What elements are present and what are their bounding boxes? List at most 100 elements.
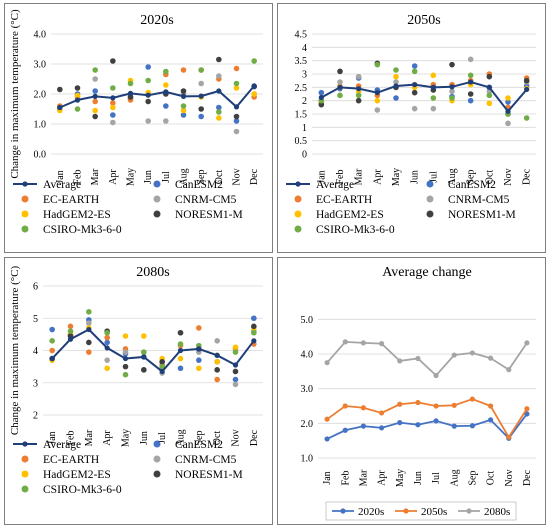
- x-tick-label: Jul: [157, 432, 168, 444]
- x-tick-label: Sep: [467, 471, 478, 486]
- x-tick-label: Mar: [354, 168, 365, 185]
- data-point-average: [49, 355, 55, 362]
- data-point-canesm2: [198, 113, 204, 120]
- data-point-canesm2: [180, 112, 187, 118]
- y-tick-label: 0: [302, 150, 307, 161]
- legend-marker-average: [22, 181, 28, 187]
- data-point-ec-earth: [92, 98, 98, 105]
- data-point-average: [337, 84, 343, 90]
- x-tick-label: Feb: [335, 170, 346, 185]
- legend-label: 2050s: [421, 506, 447, 518]
- data-point-csiro-mk3-6-0: [159, 363, 165, 370]
- legend-label: Average: [43, 179, 81, 191]
- legend-marker-2080s: [466, 508, 472, 514]
- legend-marker-canesm2: [153, 440, 161, 448]
- data-point-csiro-mk3-6-0: [232, 349, 239, 355]
- data-point-csiro-mk3-6-0: [104, 329, 110, 336]
- data-point-canesm2: [233, 118, 240, 124]
- legend-marker-noresm1-m: [426, 210, 434, 218]
- data-point-noresm1-m: [180, 88, 187, 94]
- data-point-cnrm-cm5: [163, 118, 169, 124]
- data-point-average: [57, 104, 63, 111]
- legend-label: CanESM2: [175, 439, 223, 451]
- data-point-hadgem2-es: [141, 333, 147, 339]
- data-point-noresm1-m: [110, 58, 116, 64]
- legend-label: NORESM1-M: [175, 209, 243, 221]
- data-point-average: [180, 93, 187, 99]
- legend-label: CSIRO-Mk3-6-0: [43, 484, 122, 496]
- data-point-csiro-mk3-6-0: [411, 68, 418, 75]
- data-point-2080s: [506, 367, 512, 373]
- x-tick-label: Jul: [431, 472, 442, 484]
- x-tick-label: Dec: [249, 168, 260, 185]
- chart-2080s: 2080s Change in maximum temperature (°C) 2…: [9, 265, 263, 496]
- data-point-average: [232, 362, 239, 368]
- data-point-noresm1-m: [449, 61, 455, 68]
- legend-marker-cnrm-cm5: [153, 455, 161, 463]
- data-point-csiro-mk3-6-0: [110, 85, 116, 91]
- data-point-noresm1-m: [318, 101, 325, 108]
- data-point-noresm1-m: [92, 113, 98, 120]
- legend-label: CSIRO-Mk3-6-0: [43, 224, 122, 236]
- data-point-hadgem2-es: [233, 85, 240, 91]
- data-point-2020s: [524, 411, 530, 417]
- chart-average-change: Average change 1.0 2.0 3.0 4.0 5.0 Jan Feb Mar Ap…: [301, 265, 536, 521]
- x-tick-label: Oct: [212, 431, 223, 446]
- data-point-2080s: [524, 340, 530, 346]
- data-point-ec-earth: [49, 347, 55, 354]
- data-point-csiro-mk3-6-0: [74, 106, 81, 112]
- x-tick-label: Oct: [484, 170, 495, 185]
- data-point-average: [449, 84, 455, 90]
- legend-label: CNRM-CM5: [175, 454, 237, 466]
- data-point-csiro-mk3-6-0: [486, 92, 493, 99]
- legend-label: CSIRO-Mk3-6-0: [316, 224, 395, 236]
- data-point-noresm1-m: [145, 98, 151, 105]
- legend-marker-noresm1-m: [153, 210, 161, 218]
- x-tick-label: Dec: [522, 469, 533, 486]
- data-point-csiro-mk3-6-0: [523, 115, 530, 121]
- data-point-noresm1-m: [337, 68, 343, 75]
- data-point-ec-earth: [86, 349, 92, 355]
- data-point-average: [251, 83, 257, 89]
- panel-2050s: 2050s 0 0.5 1 1.5 2 2.5 3 3.5 4 4.5 Jan Feb Mar Apr May…: [277, 3, 546, 253]
- x-tick-label: Apr: [102, 430, 113, 446]
- x-tick-label: Sep: [194, 431, 205, 446]
- x-tick-label: Apr: [108, 169, 119, 185]
- y-tick-label: 2.5: [295, 83, 308, 94]
- data-point-csiro-mk3-6-0: [177, 341, 184, 347]
- y-tick-label: 3: [302, 70, 307, 81]
- data-point-csiro-mk3-6-0: [430, 95, 437, 101]
- data-point-2050s: [360, 405, 367, 411]
- data-point-cnrm-cm5: [374, 107, 381, 113]
- data-point-noresm1-m: [198, 106, 204, 112]
- data-point-canesm2: [92, 88, 98, 94]
- data-point-noresm1-m: [233, 113, 240, 120]
- data-point-ec-earth: [214, 376, 220, 383]
- y-tick-label: 1.0: [301, 454, 314, 465]
- x-tick-label: May: [391, 168, 402, 186]
- data-point-cnrm-cm5: [145, 118, 151, 124]
- legend-marker-canesm2: [426, 180, 434, 188]
- data-point-ec-earth: [104, 334, 110, 341]
- x-tick-label: Dec: [249, 429, 260, 446]
- series-line-average: [320, 80, 528, 113]
- x-tick-label: Apr: [372, 169, 383, 185]
- legend-label: NORESM1-M: [448, 209, 516, 221]
- data-point-average: [122, 355, 129, 362]
- data-point-hadgem2-es: [163, 82, 169, 88]
- data-point-average: [127, 90, 134, 96]
- x-tick-label: Nov: [231, 429, 242, 446]
- x-tick-label: Jan: [55, 170, 66, 183]
- x-tick-label: Mar: [90, 168, 101, 185]
- x-tick-label: Jan: [316, 170, 327, 183]
- data-point-csiro-mk3-6-0: [92, 67, 98, 73]
- data-point-2050s: [324, 416, 330, 422]
- data-point-average: [251, 338, 257, 344]
- legend-marker-hadgem2-es: [294, 210, 302, 218]
- data-point-canesm2: [251, 315, 257, 322]
- y-tick-label: 3.5: [295, 56, 308, 67]
- data-point-2020s: [469, 423, 476, 429]
- panel-2080s: 2080s Change in maximum temperature (°C) 2…: [4, 257, 273, 525]
- chart-title: Average change: [382, 265, 472, 280]
- data-point-noresm1-m: [214, 367, 220, 373]
